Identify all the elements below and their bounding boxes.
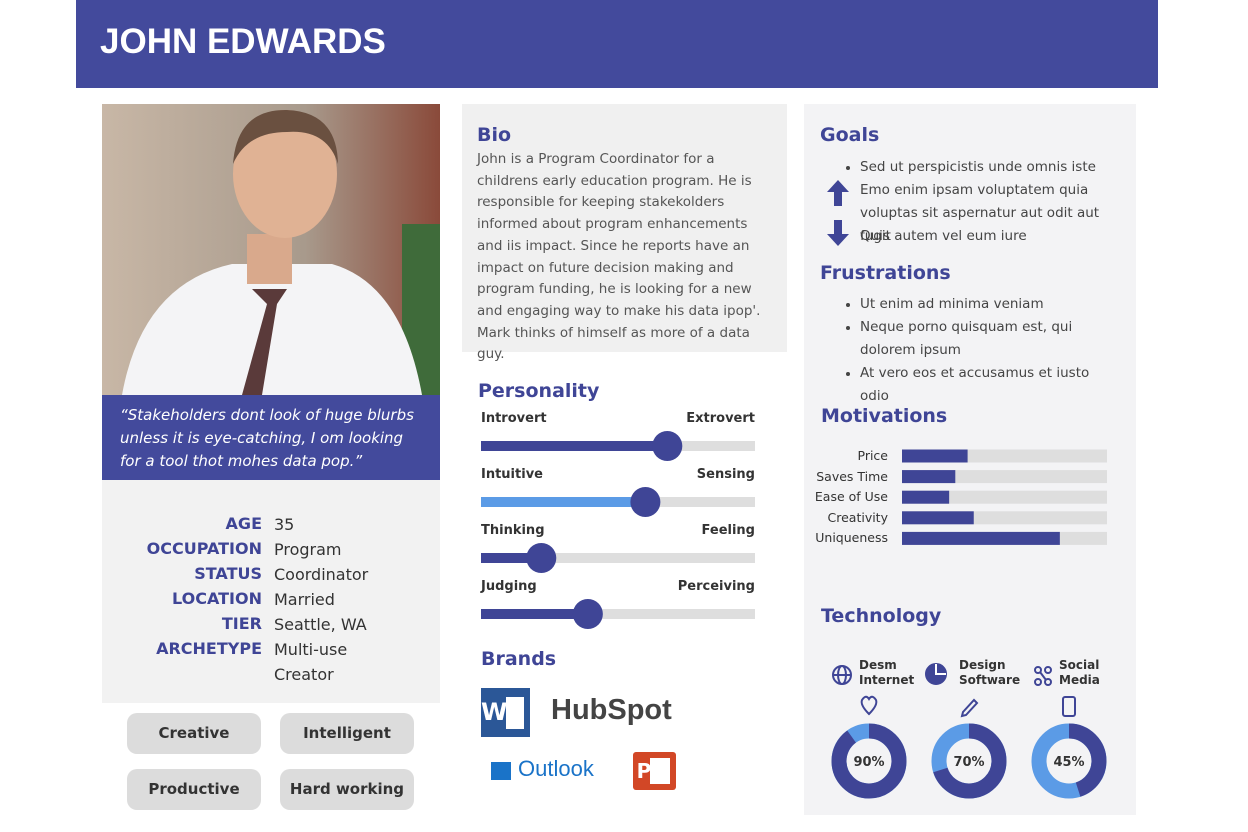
bar-label: Price (857, 448, 889, 463)
profile-label: OCCUPATION (146, 539, 262, 558)
scale-left: Introvert (481, 411, 547, 426)
profile-value: Married (274, 590, 335, 609)
quote-box (102, 395, 440, 480)
brand-logo: HubSpot (551, 694, 672, 726)
list-item: Quis autem vel eum iure (860, 228, 1027, 244)
bullet (846, 326, 850, 330)
bar-label: Ease of Use (814, 489, 888, 505)
bullet (846, 372, 850, 376)
bar-label: Saves Time (816, 468, 888, 484)
donut-arc (1031, 723, 1107, 799)
slider-fill (481, 441, 668, 451)
brand-logo: W (481, 698, 508, 726)
section-title: Motivations (821, 405, 948, 427)
donut-label: 70% (953, 755, 984, 770)
profile-value: Multi-use Creator (274, 640, 348, 684)
donut-arc (831, 723, 907, 799)
bar (902, 449, 968, 463)
bar (902, 511, 974, 525)
slider-fill (481, 497, 646, 507)
profile-box (102, 480, 440, 703)
bar-label: Creativity (827, 509, 889, 525)
bar-label: Uniqueness (815, 530, 888, 546)
brand-icons (481, 688, 676, 790)
bar (902, 531, 1060, 545)
brand-logo: Outlook (518, 756, 594, 781)
donut-label: 45% (1053, 755, 1084, 770)
tech-label: Social Media (1059, 658, 1100, 687)
list-item: Sed ut perspicistis unde omnis iste (860, 159, 1096, 175)
scale-left: Thinking (481, 523, 545, 538)
profile-label: LOCATION (172, 589, 262, 608)
profile-label: AGE (225, 514, 262, 533)
slider-knob (652, 431, 683, 461)
tech-icons (832, 663, 1076, 718)
scale-right: Sensing (696, 467, 755, 482)
donut-label: 90% (853, 755, 884, 770)
tech-label: Desm Internet (859, 658, 915, 687)
bullet (846, 166, 850, 170)
trait-pill: Productive (127, 769, 261, 810)
bullet (846, 303, 850, 307)
slider-track (481, 609, 755, 619)
list-item: Ut enim ad minima veniam (860, 296, 1044, 312)
profile-label: ARCHETYPE (156, 639, 262, 658)
photo (102, 104, 440, 395)
bio-text: John is a Program Coordinator for a chil… (477, 151, 761, 363)
donut-arc (931, 723, 1007, 799)
bar (902, 490, 950, 504)
trait-pill: Intelligent (280, 713, 414, 754)
section-title: Technology (821, 605, 942, 627)
profile-value: Coordinator (274, 565, 369, 584)
slider-knob (630, 487, 661, 517)
section-title: Bio (477, 124, 512, 146)
profile-value: 35 (274, 515, 295, 534)
slider-knob (572, 599, 603, 629)
scale-right: Perceiving (677, 579, 755, 594)
slider-knob (526, 543, 557, 573)
header-band (76, 0, 1158, 88)
tech-label: Design Software (959, 658, 1021, 687)
slider-fill (481, 553, 542, 563)
list-item: Emo enim ipsam voluptatem quia voluptas … (860, 182, 1100, 244)
section-title: Frustrations (820, 262, 951, 284)
scale-right: Feeling (701, 523, 755, 538)
header-title: JOHN EDWARDS (100, 22, 386, 61)
slider-fill (481, 609, 588, 619)
scale-left: Intuitive (481, 467, 543, 482)
section-title: Personality (478, 380, 600, 402)
section-title: Goals (820, 124, 880, 146)
profile-value: Program (274, 540, 342, 559)
scale-left: Judging (481, 579, 537, 594)
bar (902, 470, 956, 484)
list-item: At vero eos et accusamus et iusto odio (860, 365, 1090, 404)
profile-label: TIER (221, 614, 262, 633)
bio-box (462, 104, 787, 352)
profile-label: STATUS (194, 564, 262, 583)
section-title: Brands (481, 648, 557, 670)
bar-track (902, 490, 1107, 504)
list-item: Neque porno quisquam est, qui dolorem ip… (860, 319, 1073, 358)
scale-right: Extrovert (686, 411, 755, 426)
slider-track (481, 553, 755, 563)
profile-value: Seattle, WA (274, 615, 367, 634)
quote: “Stakeholders dont look of huge blurbs u… (120, 406, 414, 470)
goal-arrows (827, 180, 849, 246)
brand-logo: P (636, 759, 652, 783)
trait-pill: Hard working (280, 769, 414, 810)
trait-pill: Creative (127, 713, 261, 754)
